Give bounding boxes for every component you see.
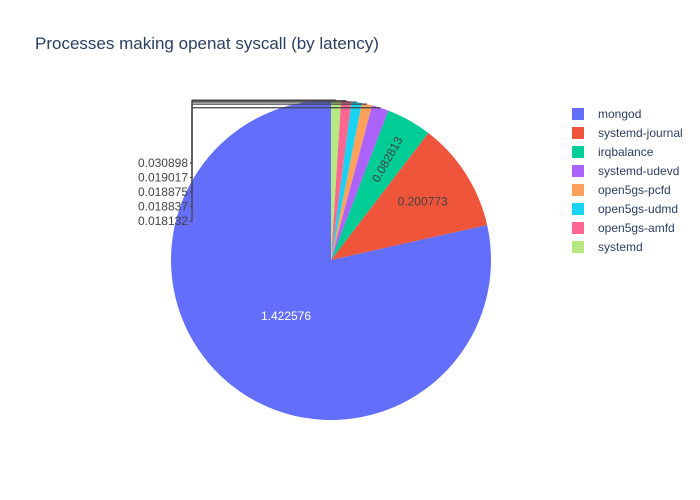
legend-item-irqbalance[interactable]: irqbalance <box>572 145 654 159</box>
legend-item-open5gs-pcfd[interactable]: open5gs-pcfd <box>572 183 671 197</box>
legend-swatch <box>572 108 584 120</box>
pie-slice-open5gs-amfd[interactable] <box>331 100 352 261</box>
legend-label: systemd-journal <box>598 126 683 140</box>
pie-label-mongod: 1.422576 <box>261 309 311 323</box>
legend-swatch <box>572 203 584 215</box>
legend-label: open5gs-amfd <box>598 221 675 235</box>
pie-slice-systemd-udevd[interactable] <box>331 105 389 260</box>
legend-item-mongod[interactable]: mongod <box>572 107 641 121</box>
pie-slice-systemd-journal[interactable] <box>331 133 488 260</box>
legend: mongod systemd-journal irqbalance systemd-u… <box>572 107 683 254</box>
legend-label: irqbalance <box>598 145 654 159</box>
legend-swatch <box>572 241 584 253</box>
leader-line-systemd <box>190 99 337 222</box>
legend-label: open5gs-udmd <box>598 202 678 216</box>
pie-label-open5gs-pcfd: 0.019017 <box>138 171 188 185</box>
legend-swatch <box>572 127 584 139</box>
pie-label-systemd-journal: 0.200773 <box>398 194 448 208</box>
pie-slice-open5gs-pcfd[interactable] <box>331 102 373 260</box>
pie-label-systemd: 0.018132 <box>138 214 188 228</box>
legend-item-systemd[interactable]: systemd <box>572 240 643 254</box>
legend-label: open5gs-pcfd <box>598 183 671 197</box>
pie-label-open5gs-amfd: 0.018837 <box>138 200 188 214</box>
pie-slice-systemd[interactable] <box>331 100 342 260</box>
pie-slices <box>171 100 491 421</box>
legend-swatch <box>572 222 584 234</box>
pie-slice-open5gs-udmd[interactable] <box>331 101 362 260</box>
pie-slice-irqbalance[interactable] <box>331 110 429 260</box>
legend-item-systemd-udevd[interactable]: systemd-udevd <box>572 164 679 178</box>
legend-label: mongod <box>598 107 641 121</box>
legend-item-systemd-journal[interactable]: systemd-journal <box>572 126 683 140</box>
legend-swatch <box>572 165 584 177</box>
legend-item-open5gs-amfd[interactable]: open5gs-amfd <box>572 221 675 235</box>
pie-leader-lines <box>190 99 381 222</box>
legend-item-open5gs-udmd[interactable]: open5gs-udmd <box>572 202 678 216</box>
legend-label: systemd <box>598 240 643 254</box>
pie-label-systemd-udevd: 0.030898 <box>138 156 188 170</box>
legend-swatch <box>572 146 584 158</box>
legend-label: systemd-udevd <box>598 164 679 178</box>
legend-swatch <box>572 184 584 196</box>
pie-label-open5gs-udmd: 0.018875 <box>138 185 188 199</box>
chart-title: Processes making openat syscall (by late… <box>35 34 379 53</box>
